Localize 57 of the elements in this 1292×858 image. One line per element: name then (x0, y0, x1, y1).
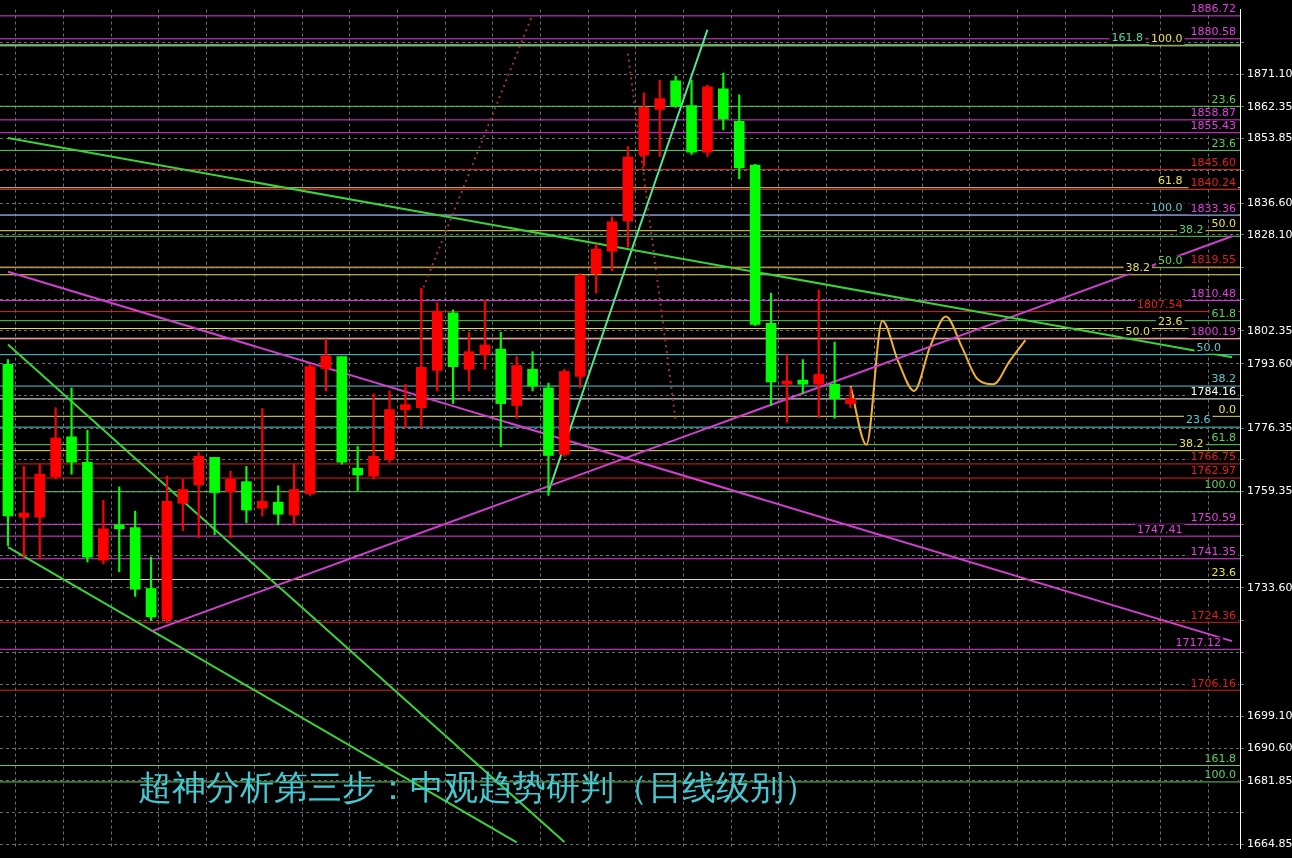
y-tick-label: 1699.10 (1247, 709, 1292, 723)
ref-line-label: 1855.43 (1190, 119, 1237, 133)
ref-line-label: 1741.35 (1190, 545, 1237, 559)
annotation: 38.2 (1125, 261, 1151, 275)
ref-line-label: 1845.60 (1190, 155, 1237, 169)
ref-line-label: 1717.12 (1175, 635, 1222, 649)
ref-line-label: 1706.16 (1190, 676, 1237, 690)
ref-line-label: 1750.59 (1190, 510, 1237, 524)
ref-line-label: 1886.72 (1190, 2, 1237, 16)
y-tick-label: 1664.85 (1247, 837, 1292, 851)
annotation: 50.0 (1211, 217, 1237, 231)
annotation: 38.2 (1179, 437, 1204, 451)
annotation: 100.0 (1151, 201, 1183, 215)
y-tick-label: 1836.60 (1247, 195, 1292, 209)
annotation: 161.8 (1204, 751, 1237, 765)
annotation: 23.6 (1211, 136, 1237, 150)
annotation: 100.0 (1204, 478, 1237, 492)
ref-line-label: 1858.87 (1190, 106, 1237, 120)
ref-line-label: 1810.48 (1190, 286, 1237, 300)
ref-line-label: 1784.16 (1190, 385, 1237, 399)
annotation: 38.2 (1179, 222, 1204, 236)
ref-line-label: 1833.36 (1190, 201, 1237, 215)
annotation: 38.2 (1211, 372, 1237, 386)
annotation: 23.6 (1186, 413, 1211, 427)
annotation: 50.0 (1196, 341, 1222, 355)
ref-line-label: 1762.97 (1190, 464, 1237, 478)
annotation: 23.6 (1158, 314, 1183, 328)
ref-line-label: 1766.75 (1190, 450, 1237, 464)
ref-line-label: 1724.36 (1190, 608, 1237, 622)
y-tick-label: 1793.60 (1247, 356, 1292, 370)
annotation: 61.8 (1211, 431, 1237, 445)
y-tick-label: 1759.35 (1247, 484, 1292, 498)
ref-line-label: 1819.55 (1190, 253, 1237, 267)
annotation: 61.8 (1158, 174, 1183, 188)
y-tick-label: 1733.60 (1247, 580, 1292, 594)
annotation: 23.6 (1211, 565, 1237, 579)
ref-line-label: 1800.19 (1190, 325, 1237, 339)
annotation: 161.8 (1111, 31, 1144, 45)
y-tick-label: 1802.35 (1247, 323, 1292, 337)
annotation: 23.6 (1211, 92, 1237, 106)
ref-line-label: 1840.24 (1190, 175, 1237, 189)
annotation: 61.8 (1211, 307, 1237, 321)
ref-line-label: 1880.58 (1190, 25, 1237, 39)
annotation: 50.0 (1158, 254, 1183, 268)
annotation: 100.0 (1204, 768, 1237, 782)
ref-line-label: 1807.54 (1137, 297, 1183, 311)
annotation: 0.0 (1218, 402, 1237, 416)
y-tick-label: 1776.35 (1247, 420, 1292, 434)
y-tick-label: 1862.35 (1247, 99, 1292, 113)
y-tick-label: 1690.60 (1247, 741, 1292, 755)
y-tick-label: 1853.85 (1247, 131, 1292, 145)
annotation: 50.0 (1125, 324, 1151, 338)
y-tick-label: 1871.10 (1247, 67, 1292, 81)
ref-line-label: 1747.41 (1137, 522, 1183, 536)
annotation: 100.0 (1151, 32, 1183, 46)
y-tick-label: 1681.85 (1247, 773, 1292, 787)
y-tick-label: 1828.10 (1247, 227, 1292, 241)
